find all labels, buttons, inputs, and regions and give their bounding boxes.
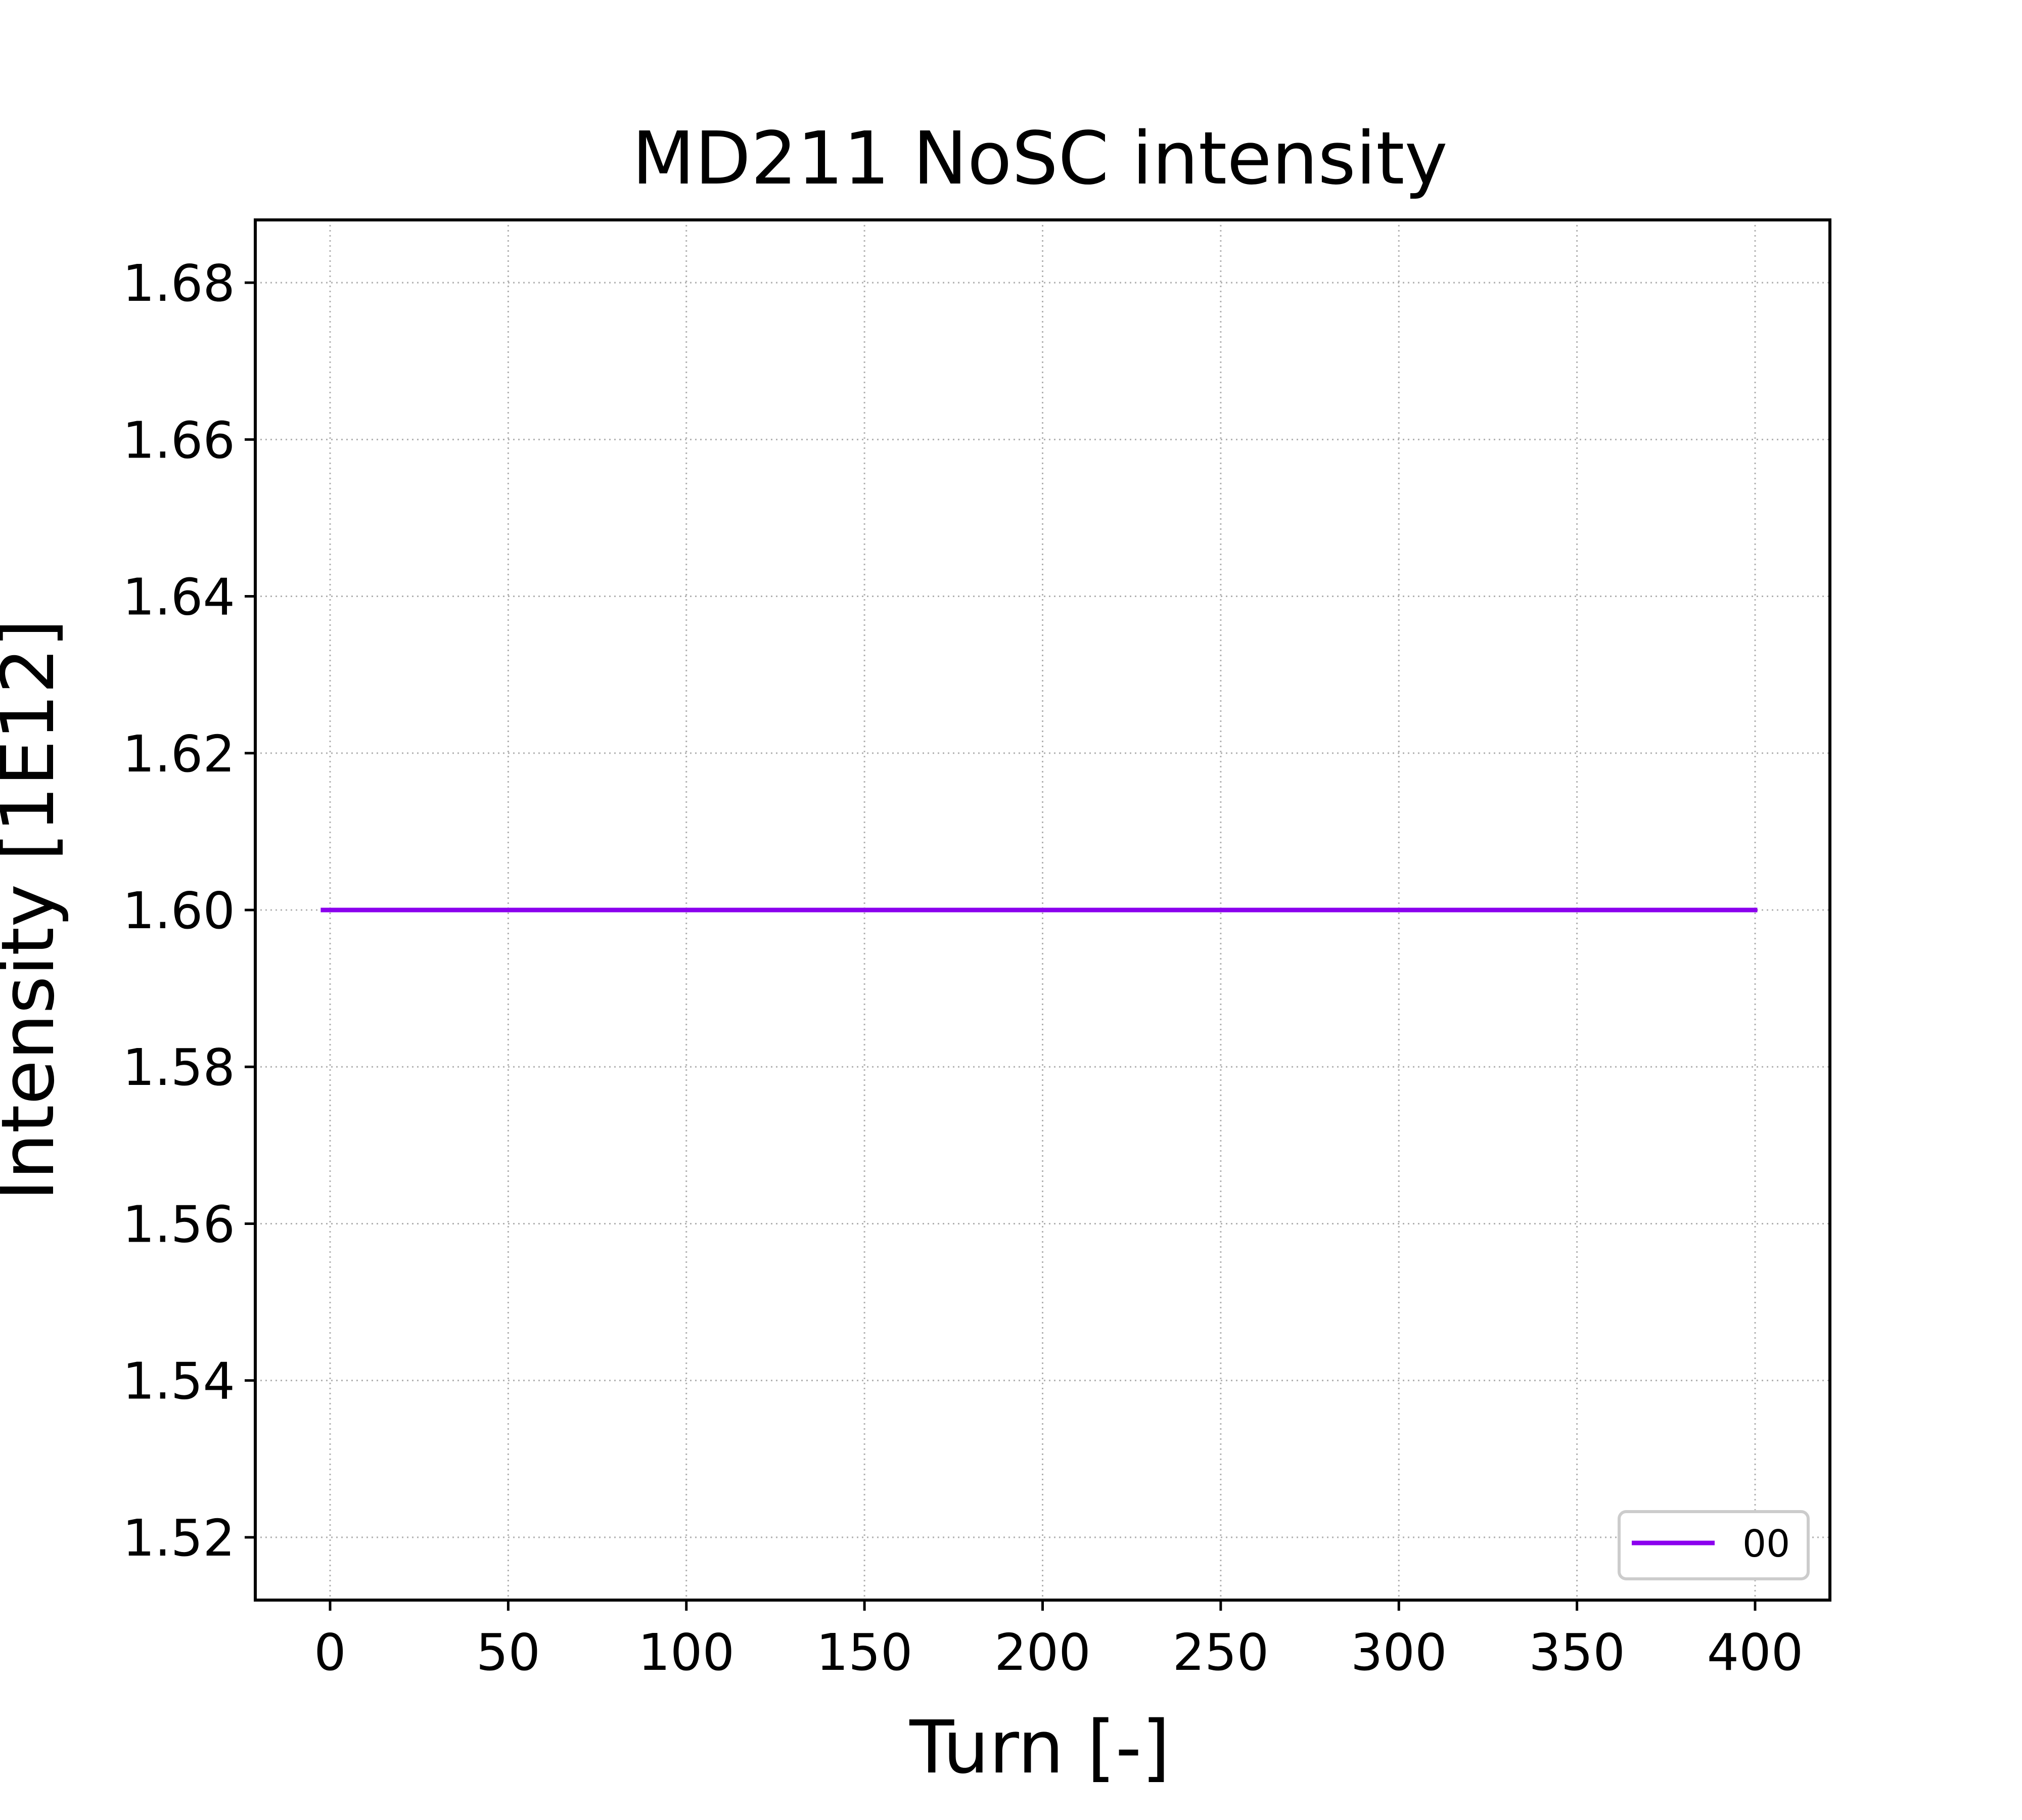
x-tick-label: 200: [994, 1623, 1091, 1682]
y-axis-label: Intensity [1E12]: [0, 619, 70, 1201]
x-tick-label: 350: [1529, 1623, 1625, 1682]
chart-title: MD211 NoSC intensity: [632, 116, 1448, 201]
y-tick-label: 1.52: [122, 1509, 235, 1568]
y-tick-label: 1.54: [122, 1352, 235, 1411]
legend: 00: [1618, 1510, 1810, 1580]
y-axis: 1.52 1.54 1.56 1.58 1.60 1.62 1.64 1.66 1.68: [122, 254, 255, 1568]
x-tick-label: 150: [816, 1623, 913, 1682]
x-axis: 0 50 100 150 200 250 300 350 400: [314, 1600, 1803, 1682]
x-axis-label: Turn [-]: [909, 1705, 1170, 1790]
x-tick-label: 300: [1351, 1623, 1447, 1682]
y-tick-label: 1.62: [122, 724, 235, 784]
legend-label: 00: [1742, 1522, 1790, 1566]
x-tick-label: 50: [476, 1623, 540, 1682]
y-tick-label: 1.66: [122, 411, 235, 470]
y-tick-label: 1.56: [122, 1195, 235, 1254]
y-tick-label: 1.58: [122, 1038, 235, 1097]
y-tick-label: 1.68: [122, 254, 235, 313]
x-tick-label: 100: [638, 1623, 734, 1682]
x-tick-label: 400: [1707, 1623, 1804, 1682]
x-tick-label: 0: [314, 1623, 346, 1682]
x-tick-label: 250: [1172, 1623, 1269, 1682]
y-tick-label: 1.60: [122, 881, 235, 940]
y-tick-label: 1.64: [122, 568, 235, 627]
